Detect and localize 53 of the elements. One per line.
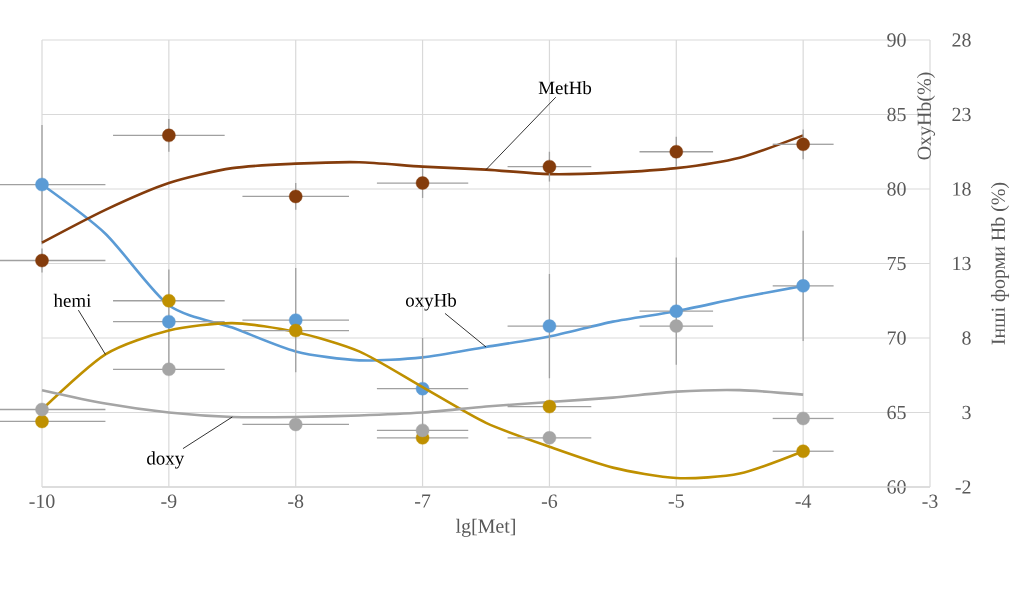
point bbox=[669, 304, 683, 318]
point bbox=[35, 402, 49, 417]
x-axis-title: lg[Met] bbox=[455, 518, 515, 537]
y2-tick-label: 28 bbox=[952, 33, 971, 47]
y-tick-label: 75 bbox=[887, 256, 906, 271]
point bbox=[35, 253, 49, 268]
x-tick-label: -10 bbox=[29, 494, 55, 508]
point bbox=[796, 137, 810, 151]
y2-tick-label: 18 bbox=[953, 182, 971, 196]
point bbox=[162, 128, 176, 143]
point bbox=[796, 411, 810, 426]
y2-tick-label: -2 bbox=[955, 480, 971, 494]
y-tick-label: 60 bbox=[887, 480, 906, 494]
y2-axis-title: Інші форми Hb (%) bbox=[990, 182, 1010, 345]
point bbox=[162, 294, 176, 308]
series-label: doxy bbox=[147, 451, 185, 469]
text: MetHb bbox=[538, 80, 592, 95]
point bbox=[669, 145, 683, 159]
x-tick-label: -7 bbox=[415, 494, 431, 508]
y-tick-label: 90 bbox=[887, 33, 906, 47]
point bbox=[542, 319, 557, 333]
point bbox=[162, 314, 176, 329]
x-tick-label: -6 bbox=[541, 494, 558, 508]
text: hemi bbox=[53, 293, 91, 308]
point bbox=[542, 399, 557, 414]
point bbox=[35, 177, 49, 192]
y-axis-title: OxyHb(%) bbox=[916, 72, 936, 160]
point bbox=[542, 431, 557, 445]
y2-tick-label: 13 bbox=[953, 256, 971, 271]
point bbox=[669, 319, 683, 333]
point bbox=[415, 176, 430, 190]
x-tick-label: -8 bbox=[288, 494, 304, 508]
y2-tick-label: 8 bbox=[962, 331, 971, 345]
x-tick-label: -3 bbox=[922, 494, 938, 508]
point bbox=[415, 423, 430, 438]
y-tick-label: 85 bbox=[887, 107, 906, 122]
x-tick-label: -5 bbox=[668, 494, 684, 508]
y-tick-label: 70 bbox=[887, 331, 906, 345]
x-tick-label: -4 bbox=[795, 494, 812, 508]
y-tick-label: 65 bbox=[887, 405, 906, 420]
y2-tick-label: 23 bbox=[952, 107, 971, 122]
y2-tick-label: 3 bbox=[962, 405, 971, 420]
point bbox=[289, 323, 303, 338]
text: oxyHb bbox=[405, 293, 457, 311]
point bbox=[35, 414, 49, 429]
point bbox=[162, 362, 176, 376]
x-tick-label: -9 bbox=[161, 494, 177, 508]
point bbox=[289, 189, 303, 204]
y-tick-label: 80 bbox=[887, 182, 906, 196]
point bbox=[796, 279, 810, 293]
point bbox=[542, 159, 557, 174]
point bbox=[796, 444, 810, 458]
point bbox=[289, 417, 303, 432]
